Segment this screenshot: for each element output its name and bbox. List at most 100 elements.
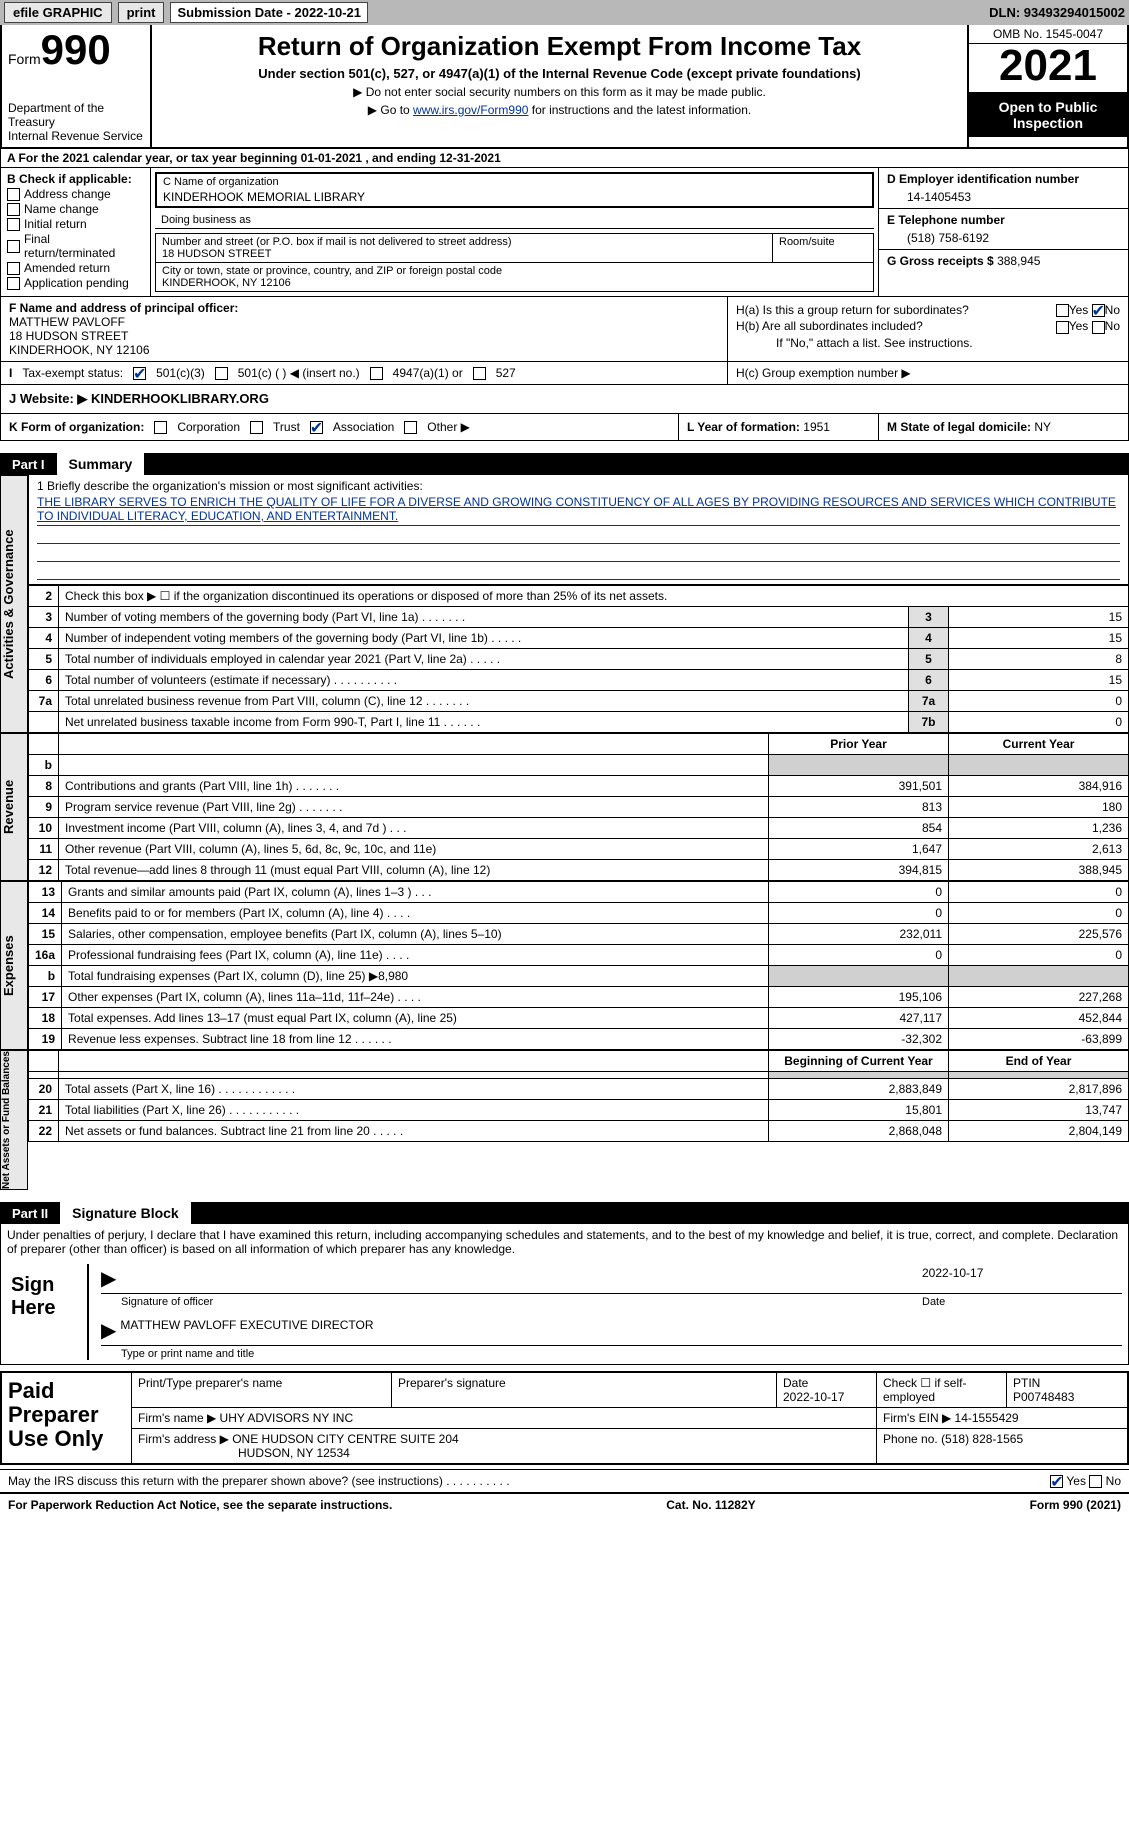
- checkbox[interactable]: [7, 277, 20, 290]
- paid-label: Paid Preparer Use Only: [2, 1373, 132, 1463]
- status-label: Tax-exempt status:: [22, 366, 123, 380]
- discuss-row: May the IRS discuss this return with the…: [0, 1469, 1129, 1492]
- gross-label: G Gross receipts $: [887, 254, 994, 268]
- a1-label: 4947(a)(1) or: [393, 366, 463, 380]
- hb-line: H(b) Are all subordinates included? Yes …: [736, 319, 1120, 333]
- phone-label: Phone no.: [883, 1432, 938, 1446]
- subtitle-2: ▶ Do not enter social security numbers o…: [162, 85, 957, 99]
- footer-mid: Cat. No. 11282Y: [666, 1498, 755, 1512]
- hb-note: If "No," attach a list. See instructions…: [736, 336, 1120, 350]
- firm-ein-value: 14-1555429: [955, 1411, 1019, 1425]
- header-right: OMB No. 1545-0047 2021 Open to Public In…: [967, 25, 1127, 147]
- column-c: C Name of organization KINDERHOOK MEMORI…: [151, 168, 878, 296]
- hc-line: H(c) Group exemption number ▶: [728, 362, 1128, 384]
- paid-right: Print/Type preparer's name Preparer's si…: [132, 1373, 1127, 1463]
- 4947-checkbox[interactable]: [370, 367, 383, 380]
- efile-button[interactable]: efile GRAPHIC: [4, 2, 112, 23]
- dln-value: DLN: 93493294015002: [989, 5, 1125, 20]
- irs-link[interactable]: www.irs.gov/Form990: [413, 103, 528, 117]
- checkbox[interactable]: [7, 203, 20, 216]
- checkbox-label: Name change: [24, 202, 99, 216]
- row-j: J Website: ▶ KINDERHOOKLIBRARY.ORG: [0, 385, 1129, 414]
- blank-line: [37, 544, 1120, 562]
- s527-label: 527: [496, 366, 516, 380]
- org-name-label: C Name of organization: [163, 176, 866, 188]
- top-toolbar: efile GRAPHIC print Submission Date - 20…: [0, 0, 1129, 25]
- ein-value: 14-1405453: [887, 190, 1120, 204]
- inspection-label: Open to Public Inspection: [969, 93, 1127, 137]
- print-button[interactable]: print: [118, 2, 165, 23]
- hb-yes-checkbox[interactable]: [1056, 321, 1069, 334]
- corp-checkbox[interactable]: [154, 421, 167, 434]
- checkbox[interactable]: [7, 188, 20, 201]
- addr-label: Number and street (or P.O. box if mail i…: [162, 236, 766, 248]
- firm-addr-label: Firm's address ▶: [138, 1432, 229, 1446]
- 501c3-checkbox[interactable]: [133, 367, 146, 380]
- officer-name: MATTHEW PAVLOFF: [9, 315, 719, 329]
- part2-header: Part II Signature Block: [0, 1202, 1129, 1224]
- section-bcd: B Check if applicable: Address changeNam…: [0, 168, 1129, 297]
- rev-sidelabel: Revenue: [0, 733, 28, 881]
- firm-addr1: ONE HUDSON CITY CENTRE SUITE 204: [232, 1432, 459, 1446]
- yes-label: Yes: [1069, 303, 1089, 317]
- corp-label: Corporation: [177, 420, 240, 434]
- print-name-label: Print/Type preparer's name: [132, 1373, 392, 1407]
- col-b-item: Final return/terminated: [7, 232, 144, 260]
- ag-sidelabel: Activities & Governance: [0, 475, 28, 733]
- arrow-icon: ▶: [101, 1266, 116, 1291]
- sig-date-label: Date: [922, 1296, 1122, 1308]
- sub3-pre: ▶ Go to: [368, 103, 413, 117]
- yes-label: Yes: [1069, 319, 1089, 333]
- subtitle-3: ▶ Go to www.irs.gov/Form990 for instruct…: [162, 103, 957, 117]
- gross-value: 388,945: [997, 254, 1040, 268]
- net-table: Beginning of Current YearEnd of Year20To…: [28, 1050, 1129, 1142]
- discuss-no: No: [1106, 1474, 1121, 1488]
- org-name-box: C Name of organization KINDERHOOK MEMORI…: [155, 172, 874, 208]
- officer-addr2: KINDERHOOK, NY 12106: [9, 343, 719, 357]
- checkbox[interactable]: [7, 262, 20, 275]
- discuss-no-checkbox[interactable]: [1089, 1475, 1102, 1488]
- org-name-value: KINDERHOOK MEMORIAL LIBRARY: [163, 190, 866, 204]
- revenue-section: Revenue Prior YearCurrent Yearb8Contribu…: [0, 733, 1129, 881]
- other-checkbox[interactable]: [404, 421, 417, 434]
- 501c-checkbox[interactable]: [215, 367, 228, 380]
- submission-date: Submission Date - 2022-10-21: [170, 2, 368, 23]
- checkbox-label: Initial return: [24, 217, 87, 231]
- trust-checkbox[interactable]: [250, 421, 263, 434]
- ha-no-checkbox[interactable]: [1092, 304, 1105, 317]
- column-l: L Year of formation: 1951: [678, 414, 878, 440]
- officer-label: F Name and address of principal officer:: [9, 301, 719, 315]
- net-assets-section: Net Assets or Fund Balances Beginning of…: [0, 1050, 1129, 1190]
- form-word: Form: [8, 51, 41, 67]
- checkbox[interactable]: [7, 240, 20, 253]
- tel-cell: E Telephone number (518) 758-6192: [879, 209, 1128, 250]
- column-d: D Employer identification number 14-1405…: [878, 168, 1128, 296]
- column-k: K Form of organization: Corporation Trus…: [1, 414, 678, 440]
- ptin-label: PTIN: [1013, 1376, 1040, 1390]
- sub3-post: for instructions and the latest informat…: [528, 103, 751, 117]
- hb-no-checkbox[interactable]: [1092, 321, 1105, 334]
- city-label: City or town, state or province, country…: [162, 265, 867, 277]
- signature-right: ▶ 2022-10-17 Signature of officer Date ▶…: [87, 1264, 1122, 1360]
- discuss-text: May the IRS discuss this return with the…: [8, 1474, 510, 1488]
- expenses-table: 13Grants and similar amounts paid (Part …: [28, 881, 1129, 1050]
- m-label: M State of legal domicile:: [887, 420, 1031, 434]
- form-header: Form 990 Department of the Treasury Inte…: [0, 25, 1129, 149]
- room-suite: Room/suite: [773, 234, 873, 262]
- col-b-head: B Check if applicable:: [7, 172, 144, 186]
- discuss-yes-checkbox[interactable]: [1050, 1475, 1063, 1488]
- tel-value: (518) 758-6192: [887, 231, 1120, 245]
- ha-yes-checkbox[interactable]: [1056, 304, 1069, 317]
- trust-label: Trust: [273, 420, 300, 434]
- l-label: L Year of formation:: [687, 420, 800, 434]
- no-label: No: [1105, 319, 1120, 333]
- website-value: KINDERHOOKLIBRARY.ORG: [91, 391, 269, 406]
- assoc-checkbox[interactable]: [310, 421, 323, 434]
- blank-line: [37, 562, 1120, 580]
- checkbox[interactable]: [7, 218, 20, 231]
- row-fh: F Name and address of principal officer:…: [0, 297, 1129, 362]
- form-title: Return of Organization Exempt From Incom…: [162, 31, 957, 62]
- part2-num: Part II: [0, 1203, 60, 1224]
- tax-year: 2021: [969, 44, 1127, 93]
- 527-checkbox[interactable]: [473, 367, 486, 380]
